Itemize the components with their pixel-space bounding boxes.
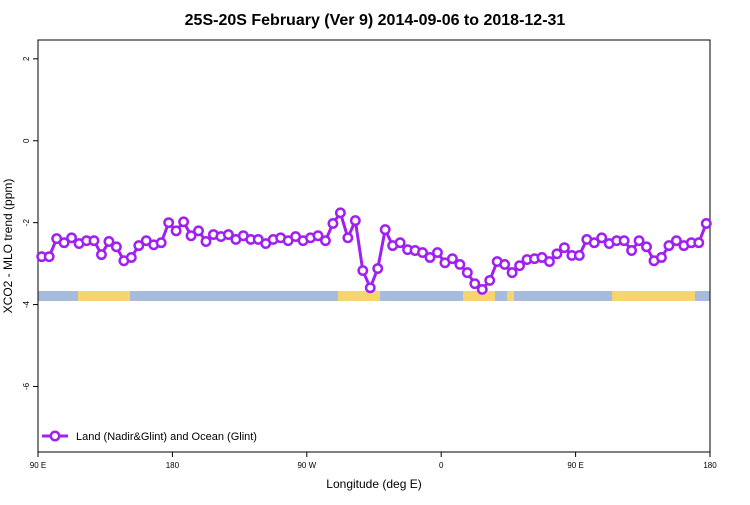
- data-point: [417, 247, 428, 259]
- data-point: [103, 236, 115, 247]
- data-point: [693, 237, 705, 249]
- data-point: [327, 218, 339, 229]
- chart-title: 25S-20S February (Ver 9) 2014-09-06 to 2…: [185, 12, 566, 29]
- land-strip: [78, 291, 130, 301]
- data-point: [499, 258, 511, 270]
- x-tick-label: 90 W: [297, 461, 316, 470]
- data-point: [155, 237, 167, 249]
- y-tick-label: 0: [22, 138, 31, 143]
- data-point: [110, 241, 122, 253]
- data-point: [446, 253, 458, 265]
- data-point: [506, 267, 518, 279]
- data-point: [544, 256, 555, 268]
- land-strip: [463, 291, 495, 301]
- data-point: [43, 251, 55, 263]
- x-tick-label: 180: [703, 461, 717, 470]
- data-point: [641, 241, 652, 253]
- data-point: [484, 274, 496, 286]
- data-point: [469, 278, 481, 290]
- data-point: [626, 245, 638, 256]
- data-point: [133, 240, 145, 252]
- series-line: [41, 209, 708, 292]
- data-point: [193, 225, 204, 237]
- data-point: [379, 224, 391, 236]
- data-point: [432, 247, 443, 259]
- x-tick-label: 0: [439, 461, 444, 470]
- data-point: [670, 235, 682, 247]
- x-axis-label: Longitude (deg E): [326, 477, 421, 491]
- data-point: [633, 235, 645, 247]
- data-point: [514, 260, 526, 272]
- x-tick-label: 90 E: [567, 461, 583, 470]
- data-point: [58, 237, 70, 249]
- data-point: [170, 225, 182, 237]
- data-point: [96, 249, 107, 261]
- data-point: [88, 235, 100, 247]
- data-point: [596, 232, 608, 244]
- x-tick-label: 180: [166, 461, 180, 470]
- x-tick-label: 90 E: [30, 461, 46, 470]
- data-point: [372, 263, 384, 274]
- data-point: [66, 232, 78, 244]
- data-point: [618, 235, 630, 247]
- data-point: [573, 249, 585, 261]
- data-point: [394, 237, 406, 249]
- data-point: [185, 230, 197, 242]
- data-point: [551, 248, 563, 260]
- land-strip: [612, 291, 695, 301]
- data-point: [454, 258, 466, 270]
- data-point: [558, 242, 570, 254]
- data-point: [588, 237, 600, 249]
- plot-frame: [37, 39, 711, 453]
- data-point: [222, 229, 234, 240]
- legend-label: Land (Nadir&Glint) and Ocean (Glint): [76, 431, 257, 443]
- data-point: [125, 252, 137, 263]
- y-tick-label: -2: [22, 219, 31, 227]
- land-strip: [338, 291, 380, 301]
- legend-marker: [49, 430, 61, 442]
- y-tick-label: 2: [22, 56, 31, 61]
- y-tick-label: -6: [22, 382, 31, 390]
- data-point: [364, 282, 376, 294]
- data-point: [163, 217, 175, 229]
- data-point: [476, 283, 488, 295]
- land-strip: [507, 291, 514, 301]
- data-point: [663, 240, 675, 252]
- data-point: [357, 265, 369, 277]
- data-point: [178, 216, 190, 228]
- data-point: [349, 215, 361, 227]
- data-point: [334, 207, 346, 219]
- data-point: [312, 230, 324, 242]
- data-point: [320, 235, 331, 247]
- data-point: [424, 252, 436, 263]
- land-ocean-strip: [38, 291, 710, 301]
- data-point: [200, 236, 212, 247]
- data-point: [342, 232, 354, 244]
- y-axis-label: XCO2 - MLO trend (ppm): [1, 179, 15, 314]
- data-point: [656, 252, 667, 263]
- y-tick-label: -4: [22, 300, 31, 308]
- data-point: [461, 267, 473, 279]
- data-point: [700, 218, 712, 229]
